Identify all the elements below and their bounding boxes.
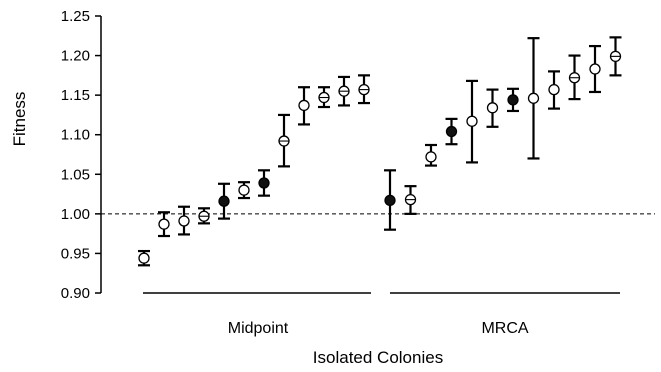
- y-tick-label: 0.95: [61, 245, 90, 262]
- data-point: [404, 185, 417, 215]
- data-point: [298, 86, 310, 126]
- point-marker-filled: [507, 94, 519, 106]
- point-marker-open: [238, 184, 250, 196]
- point-marker-open: [466, 115, 478, 127]
- data-point: [609, 36, 622, 77]
- data-point: [466, 79, 478, 164]
- data-point: [178, 205, 190, 236]
- point-marker-filled: [384, 194, 396, 207]
- point-marker-open: [298, 99, 310, 112]
- data-point: [384, 169, 396, 231]
- data-point: [527, 37, 540, 160]
- y-axis: 0.90 0.95 1.00 1.05 1.10 1.15 1.20 1.25: [61, 8, 102, 302]
- data-point: [218, 182, 230, 220]
- y-tick-label: 1.05: [61, 166, 90, 183]
- point-marker-open: [425, 151, 437, 163]
- x-axis-title: Isolated Colonies: [313, 348, 443, 367]
- point-marker-open: [589, 63, 601, 75]
- point-marker-open: [178, 215, 190, 227]
- data-point: [278, 113, 290, 168]
- point-marker-filled: [258, 177, 270, 189]
- group-labels: Midpoint MRCA: [228, 320, 529, 337]
- data-series: [138, 36, 622, 267]
- y-axis-title: Fitness: [10, 92, 29, 147]
- y-tick-label: 0.90: [61, 285, 90, 302]
- data-point: [358, 74, 370, 105]
- y-tick-label: 1.25: [61, 8, 90, 25]
- group-mrca: [384, 36, 622, 231]
- point-marker-open: [548, 83, 560, 96]
- group-label-midpoint: Midpoint: [228, 320, 289, 337]
- data-point: [138, 249, 150, 267]
- point-marker-filled: [445, 125, 458, 138]
- point-marker-open: [158, 218, 170, 230]
- y-tick-label: 1.00: [61, 206, 90, 223]
- data-point: [338, 75, 350, 107]
- data-point: [425, 143, 437, 167]
- data-point: [589, 44, 601, 94]
- point-marker-open: [527, 92, 540, 104]
- point-marker-filled: [218, 195, 230, 207]
- point-marker-open: [138, 252, 150, 264]
- data-point: [548, 70, 560, 110]
- data-point: [258, 169, 270, 197]
- data-point: [568, 54, 581, 101]
- data-point: [507, 87, 519, 113]
- group-midpoint: [138, 74, 370, 267]
- data-point: [318, 86, 330, 109]
- y-tick-label: 1.10: [61, 127, 90, 144]
- data-point: [486, 88, 499, 128]
- data-point: [158, 211, 170, 238]
- data-point: [238, 181, 250, 200]
- y-tick-label: 1.20: [61, 48, 90, 65]
- data-point: [198, 207, 210, 225]
- data-point: [445, 117, 458, 146]
- group-label-mrca: MRCA: [481, 320, 528, 337]
- point-marker-open: [486, 102, 499, 114]
- y-tick-label: 1.15: [61, 87, 90, 104]
